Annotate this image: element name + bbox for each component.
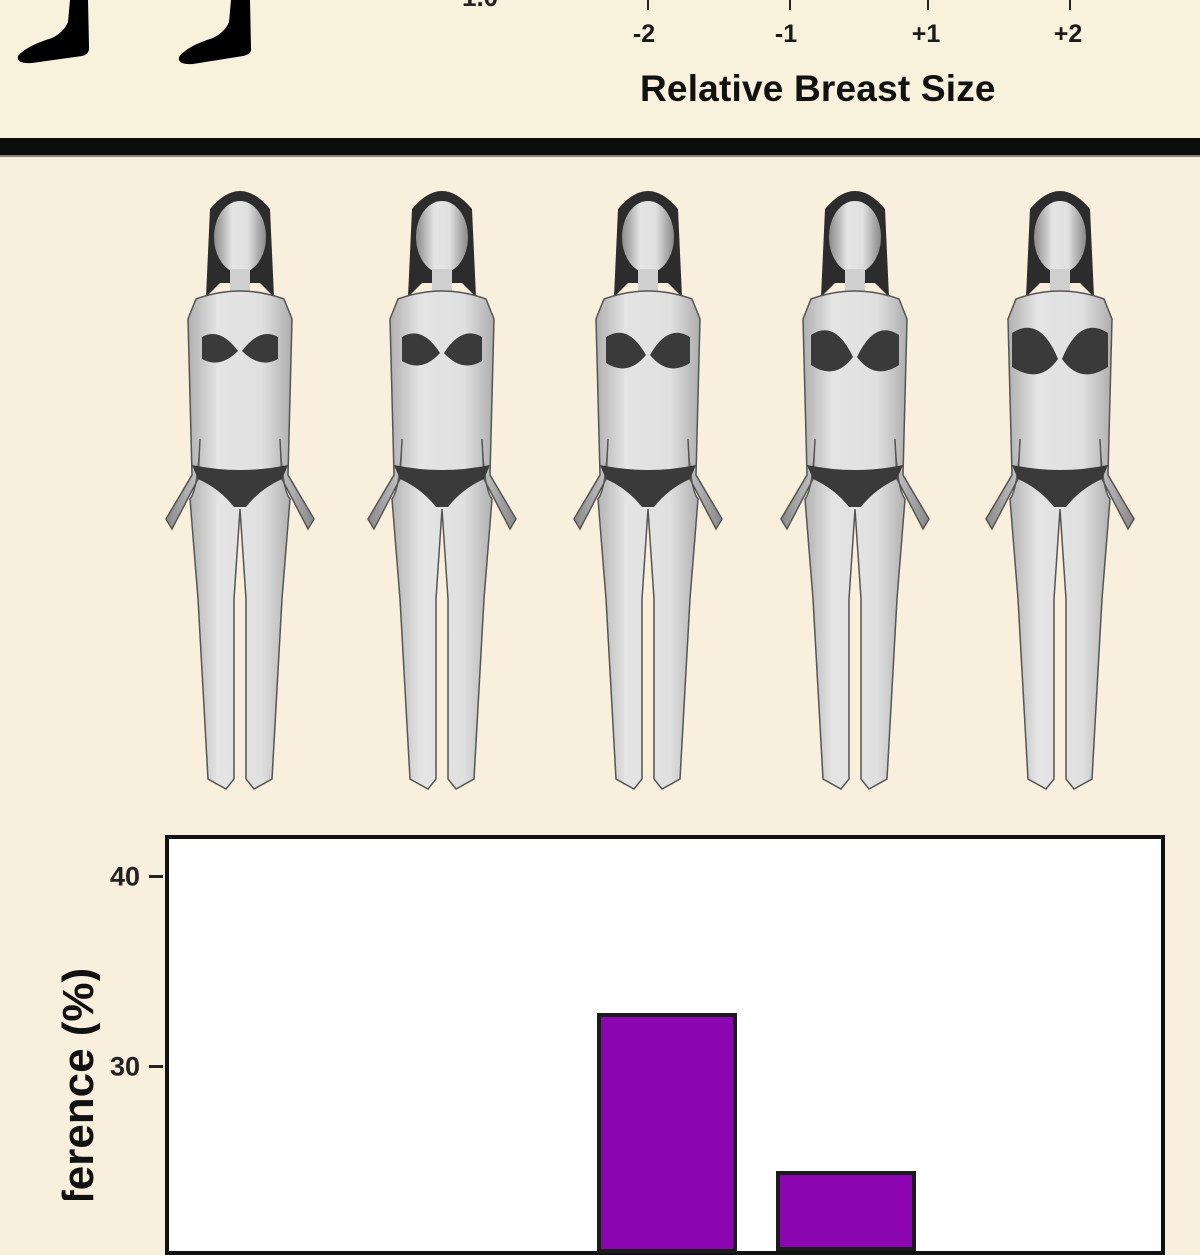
- foot-silhouette-right-icon: [178, 0, 252, 65]
- figure-row: [0, 157, 1200, 827]
- bar-category-plus-1: [776, 1171, 916, 1251]
- x-axis-title: Relative Breast Size: [640, 68, 996, 109]
- female-figure-icon: [780, 191, 930, 790]
- x-tick-mark: [647, 0, 649, 10]
- y-axis-title: ference (%): [54, 967, 100, 1200]
- x-tick-mark: [789, 0, 791, 10]
- foot-silhouette-left-icon: [17, 0, 90, 64]
- female-figure-icon: [985, 191, 1135, 790]
- y-tick-label: 40: [109, 861, 140, 892]
- x-tick-label: +1: [911, 20, 941, 48]
- female-figure-icon: [165, 191, 315, 790]
- panel-divider: [0, 138, 1200, 157]
- x-tick-label: +2: [1053, 20, 1083, 48]
- bar-category-0: [597, 1013, 737, 1253]
- female-figure-icon: [573, 191, 723, 790]
- y-tick-label: 30: [109, 1051, 140, 1082]
- x-tick-label: -2: [632, 20, 656, 48]
- partial-axis-label: 1.0: [462, 0, 498, 13]
- x-tick-mark: [927, 0, 929, 10]
- y-tick-mark: [149, 1065, 163, 1068]
- x-tick-mark: [1069, 0, 1071, 10]
- top-panel: 1.0 -2 -1 +1 +2 Relative Breast Size: [0, 0, 1200, 138]
- y-axis-title-container: ference (%): [0, 0, 100, 1200]
- x-tick-label: -1: [774, 20, 798, 48]
- female-figure-icon: [367, 191, 517, 790]
- y-tick-mark: [149, 875, 163, 878]
